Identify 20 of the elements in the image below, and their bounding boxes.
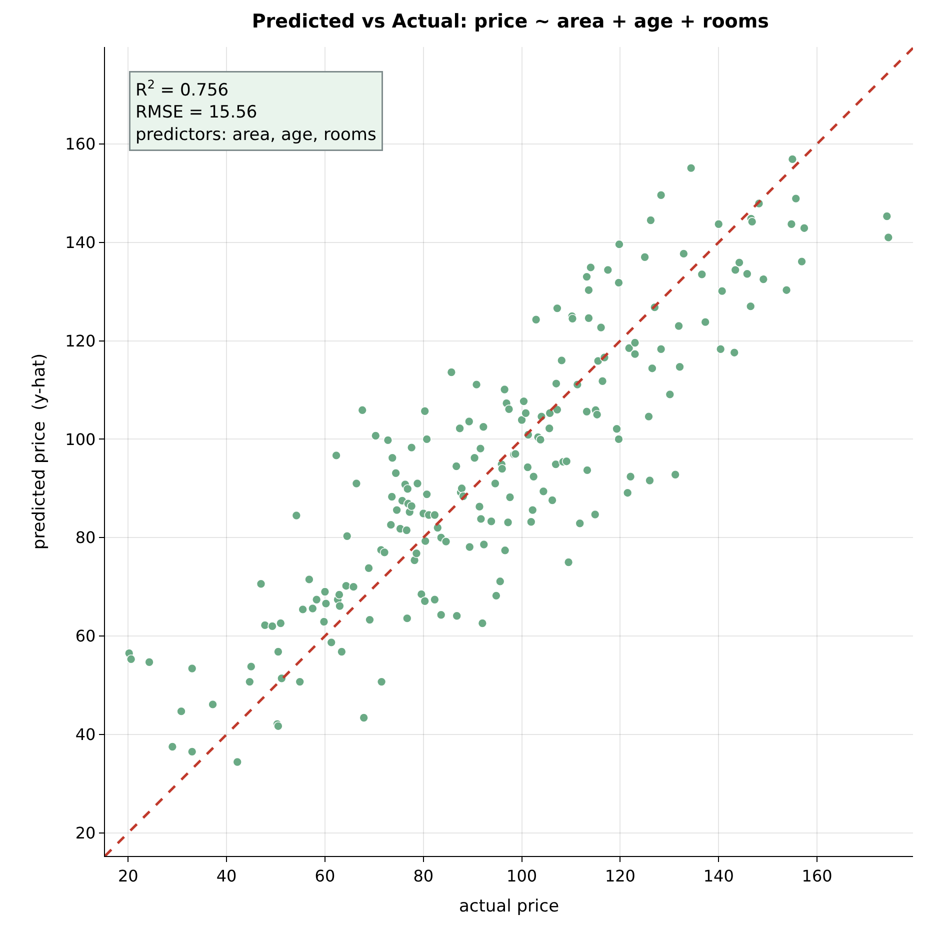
- y-tick-label: 120: [65, 331, 96, 350]
- y-tick-label: 20: [75, 823, 96, 842]
- y-tick-label: 160: [65, 134, 96, 154]
- x-tick-label: 120: [604, 866, 636, 886]
- x-tick-label: 40: [216, 866, 237, 886]
- y-tick-label: 40: [75, 725, 96, 744]
- y-axis-title: predicted price (y-hat): [30, 353, 50, 550]
- x-tick-label: 140: [703, 866, 734, 886]
- x-axis-title: actual price: [458, 896, 560, 917]
- y-tick-label: 80: [75, 528, 96, 548]
- x-tick-label: 160: [802, 866, 832, 886]
- y-tick-label: 100: [65, 430, 96, 449]
- y-tick-label: 140: [65, 232, 96, 252]
- x-tick-label: 60: [314, 866, 336, 886]
- chart-title: Predicted vs Actual: price ~ area + age + rooms: [252, 10, 769, 32]
- x-tick-label: 100: [506, 866, 538, 886]
- x-tick-label: 20: [118, 866, 138, 886]
- annotation: R$^{2}$ = 0.756 RMSE = 15.56 predictors: area, age, rooms: [136, 78, 376, 145]
- y-tick-label: 60: [75, 626, 96, 646]
- x-tick-label: 80: [413, 866, 434, 886]
